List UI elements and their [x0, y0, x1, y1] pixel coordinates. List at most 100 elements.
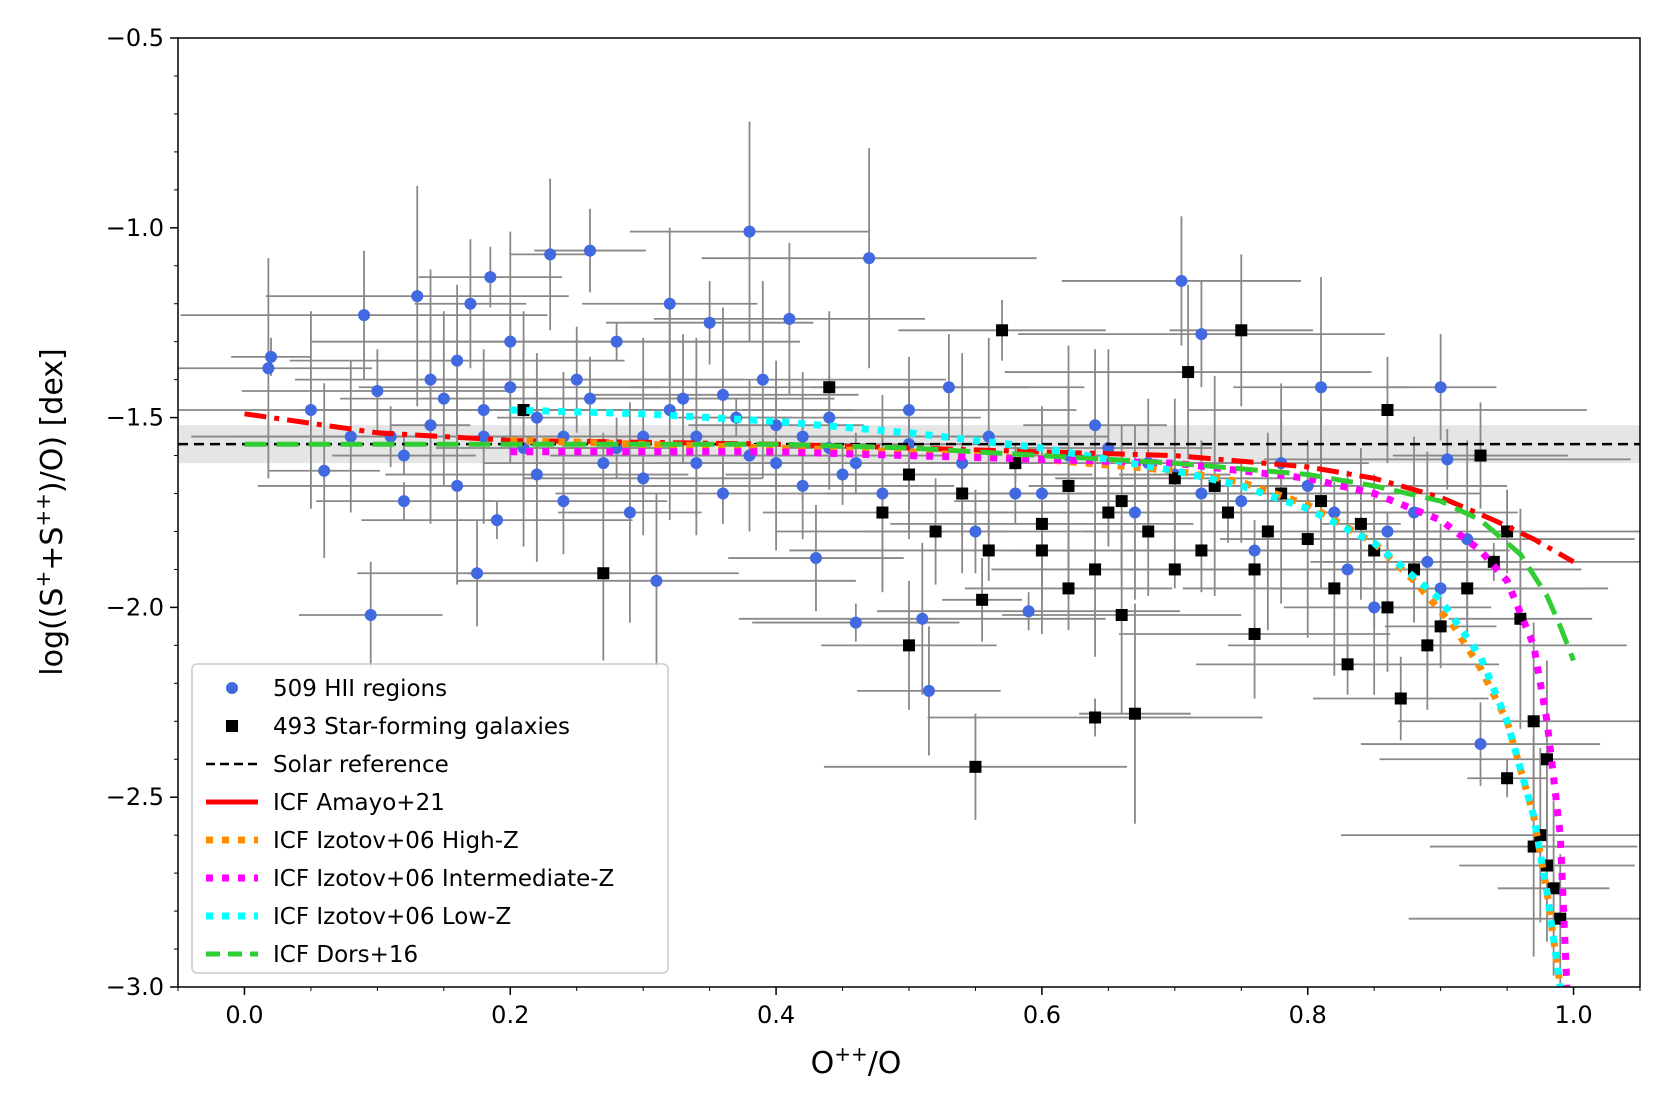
hii-region-point [544, 248, 557, 261]
axis-ticks: 0.0 0.2 0.4 0.6 0.8 1.0 −3.0 −2.5 −2.0 −1.5 −1.0 −0… [106, 24, 1641, 1029]
legend-entry: ICF Izotov+06 High-Z [206, 828, 519, 854]
hii-region-point [504, 335, 517, 348]
hii-region-point [437, 392, 450, 405]
hii-region-point [484, 271, 497, 284]
galaxy-point [1195, 544, 1208, 557]
hii-region-point [371, 385, 384, 398]
hii-region-point [477, 404, 490, 417]
legend-entry: ICF Dors+16 [206, 942, 418, 968]
hii-region-point [1434, 582, 1447, 595]
hii-region-point [1315, 381, 1328, 394]
hii-region-point [690, 457, 703, 470]
galaxy-point [1328, 582, 1341, 595]
galaxy-point [903, 639, 915, 652]
hii-region-point [783, 312, 796, 325]
legend-label: ICF Izotov+06 Intermediate-Z [273, 866, 614, 892]
hii-region-point [451, 354, 464, 367]
hii-region-point [677, 392, 690, 405]
galaxy-point [1301, 533, 1314, 546]
hii-region-point [690, 430, 703, 443]
legend-entry: ICF Izotov+06 Intermediate-Z [206, 866, 614, 892]
galaxy-point [1315, 495, 1328, 508]
hii-region-point [796, 479, 809, 492]
galaxy-point [1248, 627, 1261, 640]
hii-region-point [464, 297, 477, 310]
hii-region-point [557, 495, 570, 508]
hii-region-point [1175, 274, 1188, 287]
hii-region-point [610, 335, 623, 348]
galaxy-point [1115, 495, 1128, 508]
hii-region-point [1195, 487, 1208, 500]
x-tick-label: 0.6 [1023, 1001, 1061, 1029]
galaxy-point [1128, 707, 1141, 720]
galaxy-point [969, 760, 982, 773]
hii-region-point [344, 430, 357, 443]
galaxy-point [1381, 601, 1394, 614]
galaxy-point [1102, 506, 1115, 519]
hii-region-point [597, 457, 610, 470]
hii-region-point [411, 290, 424, 303]
legend-label: Solar reference [273, 752, 449, 778]
hii-region-point [716, 487, 729, 500]
data-points [262, 225, 1567, 925]
galaxy-point [1354, 517, 1367, 530]
hii-region-point [756, 373, 769, 386]
hii-region-point [504, 381, 517, 394]
hii-region-point [836, 468, 849, 481]
hii-region-point [849, 616, 862, 629]
hii-region-point [451, 479, 464, 492]
galaxy-point [1115, 608, 1128, 621]
legend-entry: Solar reference [206, 752, 449, 778]
legend-entry: ICF Izotov+06 Low-Z [206, 904, 511, 930]
hii-region-point [1421, 555, 1434, 568]
hii-region-point [796, 430, 809, 443]
hii-region-point [1381, 525, 1394, 538]
hii-region-point [1235, 495, 1248, 508]
galaxy-point [1261, 525, 1274, 538]
galaxy-point [1208, 479, 1221, 492]
galaxy-point [1062, 479, 1075, 492]
legend-label: ICF Izotov+06 Low-Z [273, 904, 511, 930]
legend-label: 493 Star-forming galaxies [273, 714, 570, 740]
hii-region-point [304, 404, 317, 417]
legend-label: ICF Dors+16 [273, 942, 418, 968]
galaxy-point [1062, 582, 1075, 595]
galaxy-point [1221, 506, 1234, 519]
legend-box [191, 663, 669, 974]
galaxy-point [1434, 620, 1447, 633]
hii-region-point [916, 612, 929, 625]
hii-region-point [1089, 419, 1102, 432]
icf-curves [244, 406, 1576, 988]
hii-region-point [397, 449, 410, 462]
galaxy-point [597, 567, 610, 580]
galaxy-point [1341, 658, 1354, 671]
hii-region-point [424, 419, 437, 432]
hii-region-point [530, 411, 543, 424]
legend: 509 HII regions 493 Star-forming galaxies… [191, 663, 669, 974]
x-axis-label: O++/O [811, 1042, 902, 1081]
hii-region-point [942, 381, 955, 394]
hii-region-point [650, 574, 663, 587]
galaxy-point [1142, 525, 1155, 538]
x-tick-label: 0.4 [757, 1001, 795, 1029]
galaxy-point [929, 525, 942, 538]
hii-region-point [863, 252, 876, 265]
icf-curve [244, 441, 1576, 662]
hii-region-point [265, 350, 278, 363]
hii-region-point [809, 552, 822, 565]
legend-label: ICF Izotov+06 High-Z [273, 828, 519, 854]
hii-region-point [530, 468, 543, 481]
hii-region-point [397, 495, 410, 508]
legend-entry: 493 Star-forming galaxies [226, 714, 570, 740]
galaxy-point [1089, 711, 1102, 724]
galaxy-point [976, 593, 989, 606]
hii-region-point [570, 373, 583, 386]
hii-region-point [1434, 381, 1447, 394]
legend-label: 509 HII regions [273, 676, 447, 702]
y-tick-label: −2.5 [106, 783, 164, 811]
hii-region-point [1301, 479, 1314, 492]
icf-curve [510, 448, 1571, 988]
hii-region-point [1009, 487, 1022, 500]
galaxy-point [1168, 472, 1181, 485]
